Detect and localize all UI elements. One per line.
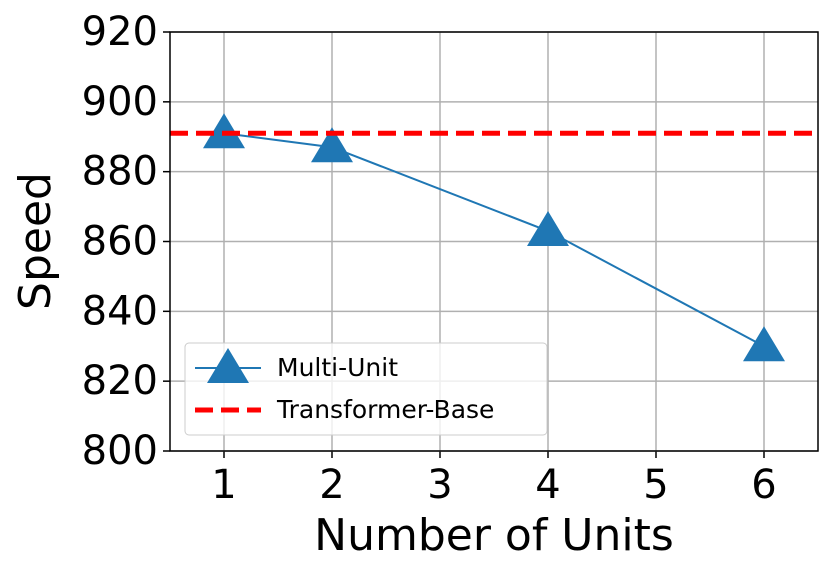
y-tick-label: 880	[82, 149, 158, 195]
x-tick-label: 3	[427, 462, 452, 508]
series-line	[223, 132, 765, 348]
plot-frame	[169, 31, 819, 452]
x-tick-label: 5	[643, 462, 668, 508]
legend-marker	[207, 348, 249, 383]
legend-label: Multi-Unit	[277, 353, 398, 382]
y-tick-label: 820	[82, 358, 158, 404]
legend-box	[184, 342, 548, 436]
marker	[311, 127, 353, 163]
y-tick-label: 920	[82, 9, 158, 55]
y-axis-label: Speed	[10, 172, 61, 310]
x-axis-label: Number of Units	[314, 510, 674, 561]
legend: Multi-Unit Transformer-Base	[184, 342, 548, 436]
marker	[527, 211, 569, 247]
y-tick-label: 900	[82, 79, 158, 125]
x-tick-label: 6	[751, 462, 776, 508]
legend-label: Transformer-Base	[276, 395, 494, 424]
x-tick-label: 2	[319, 462, 344, 508]
y-tick-label: 860	[82, 219, 158, 265]
y-tick-label: 800	[82, 428, 158, 474]
x-tick-label: 4	[535, 462, 560, 508]
x-tick-label: 1	[211, 462, 236, 508]
y-tick-label: 840	[82, 288, 158, 334]
marker	[743, 326, 785, 362]
